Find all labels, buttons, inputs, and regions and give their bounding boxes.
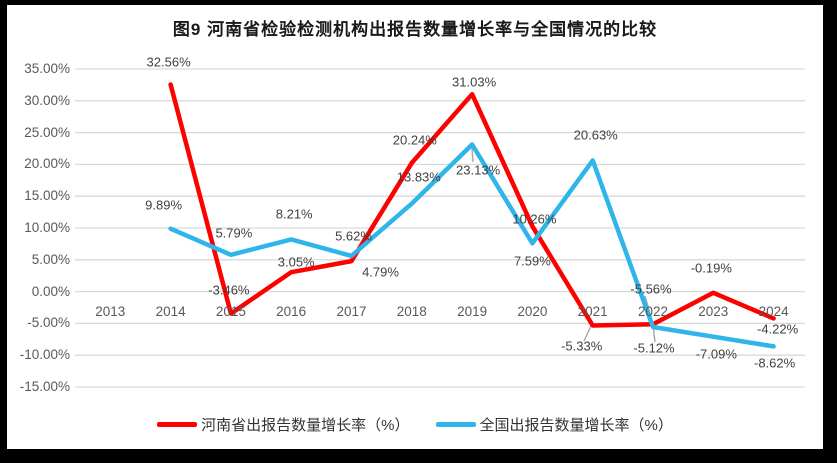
y-axis-tick-label: -15.00%: [19, 379, 70, 394]
x-axis-tick-label: 2019: [457, 304, 488, 319]
data-label: 3.05%: [277, 254, 315, 270]
data-label: 20.63%: [573, 127, 618, 143]
x-axis-tick-label: 2023: [698, 304, 729, 319]
series-line-1: [168, 142, 776, 349]
y-axis-tick-label: 10.00%: [24, 220, 70, 235]
x-axis-tick-label: 2024: [758, 304, 789, 319]
legend-item-national: 全国出报告数量增长率（%）: [435, 414, 673, 435]
data-label-leader-line: [471, 145, 474, 163]
x-axis-tick-label: 2016: [276, 304, 307, 319]
series-line-0: [168, 82, 776, 328]
x-axis-tick-label: 2018: [396, 304, 427, 319]
y-axis-tick-label: -10.00%: [19, 347, 70, 363]
data-label: 23.13%: [456, 162, 501, 178]
data-label: -8.62%: [753, 355, 796, 371]
y-axis-tick-label: 25.00%: [24, 124, 70, 140]
data-label: -4.22%: [756, 321, 799, 337]
data-label: 9.89%: [145, 197, 183, 213]
data-label: -5.56%: [630, 281, 672, 297]
data-label: 7.59%: [513, 253, 551, 269]
legend-item-henan: 河南省出报告数量增长率（%）: [157, 414, 410, 435]
x-axis-tick-label: 2020: [517, 304, 548, 319]
data-label: -5.33%: [561, 338, 603, 354]
chart-canvas: 图9 河南省检验检测机构出报告数量增长率与全国情况的比较 35.00% 30.00…: [7, 5, 823, 449]
legend-label-henan: 河南省出报告数量增长率（%）: [201, 417, 410, 434]
y-axis-tick-label: 35.00%: [24, 61, 70, 76]
y-axis-tick-label: 5.00%: [31, 251, 70, 267]
legend-label-national: 全国出报告数量增长率（%）: [479, 417, 673, 434]
data-label: -5.12%: [633, 340, 675, 356]
y-axis-tick-label: -5.00%: [27, 315, 70, 331]
data-label: 32.56%: [146, 54, 191, 70]
x-axis-tick-label: 2021: [577, 304, 608, 319]
x-axis-tick-label: 2013: [95, 304, 126, 319]
legend-line-swatch-henan: [157, 422, 198, 427]
y-axis-tick-label: 0.00%: [31, 283, 70, 299]
legend: 河南省出报告数量增长率（%） 全国出报告数量增长率（%）: [7, 414, 823, 435]
y-axis-tick-label: 20.00%: [24, 156, 70, 172]
data-label: 5.62%: [335, 228, 372, 244]
chart-title: 图9 河南省检验检测机构出报告数量增长率与全国情况的比较: [172, 20, 658, 39]
data-label: -0.19%: [690, 260, 732, 276]
data-label: 20.24%: [392, 132, 437, 148]
data-label: 10.26%: [512, 211, 557, 227]
x-axis-tick-label: 2015: [215, 304, 246, 319]
data-label: -7.09%: [695, 346, 737, 362]
y-axis-tick-label: 15.00%: [24, 188, 70, 204]
data-label: 5.79%: [215, 225, 253, 241]
data-label: -3.46%: [208, 282, 250, 298]
legend-line-swatch-national: [435, 422, 476, 427]
x-axis-tick-label: 2022: [637, 304, 669, 319]
data-label: 13.83%: [396, 169, 441, 185]
data-label: 4.79%: [362, 264, 399, 280]
data-label: 31.03%: [452, 74, 497, 90]
x-axis-tick-label: 2017: [336, 304, 367, 319]
x-axis-tick-label: 2014: [155, 304, 186, 319]
plot-area: [75, 68, 805, 388]
y-axis-tick-label: 30.00%: [24, 92, 70, 108]
data-label: 8.21%: [275, 206, 313, 222]
